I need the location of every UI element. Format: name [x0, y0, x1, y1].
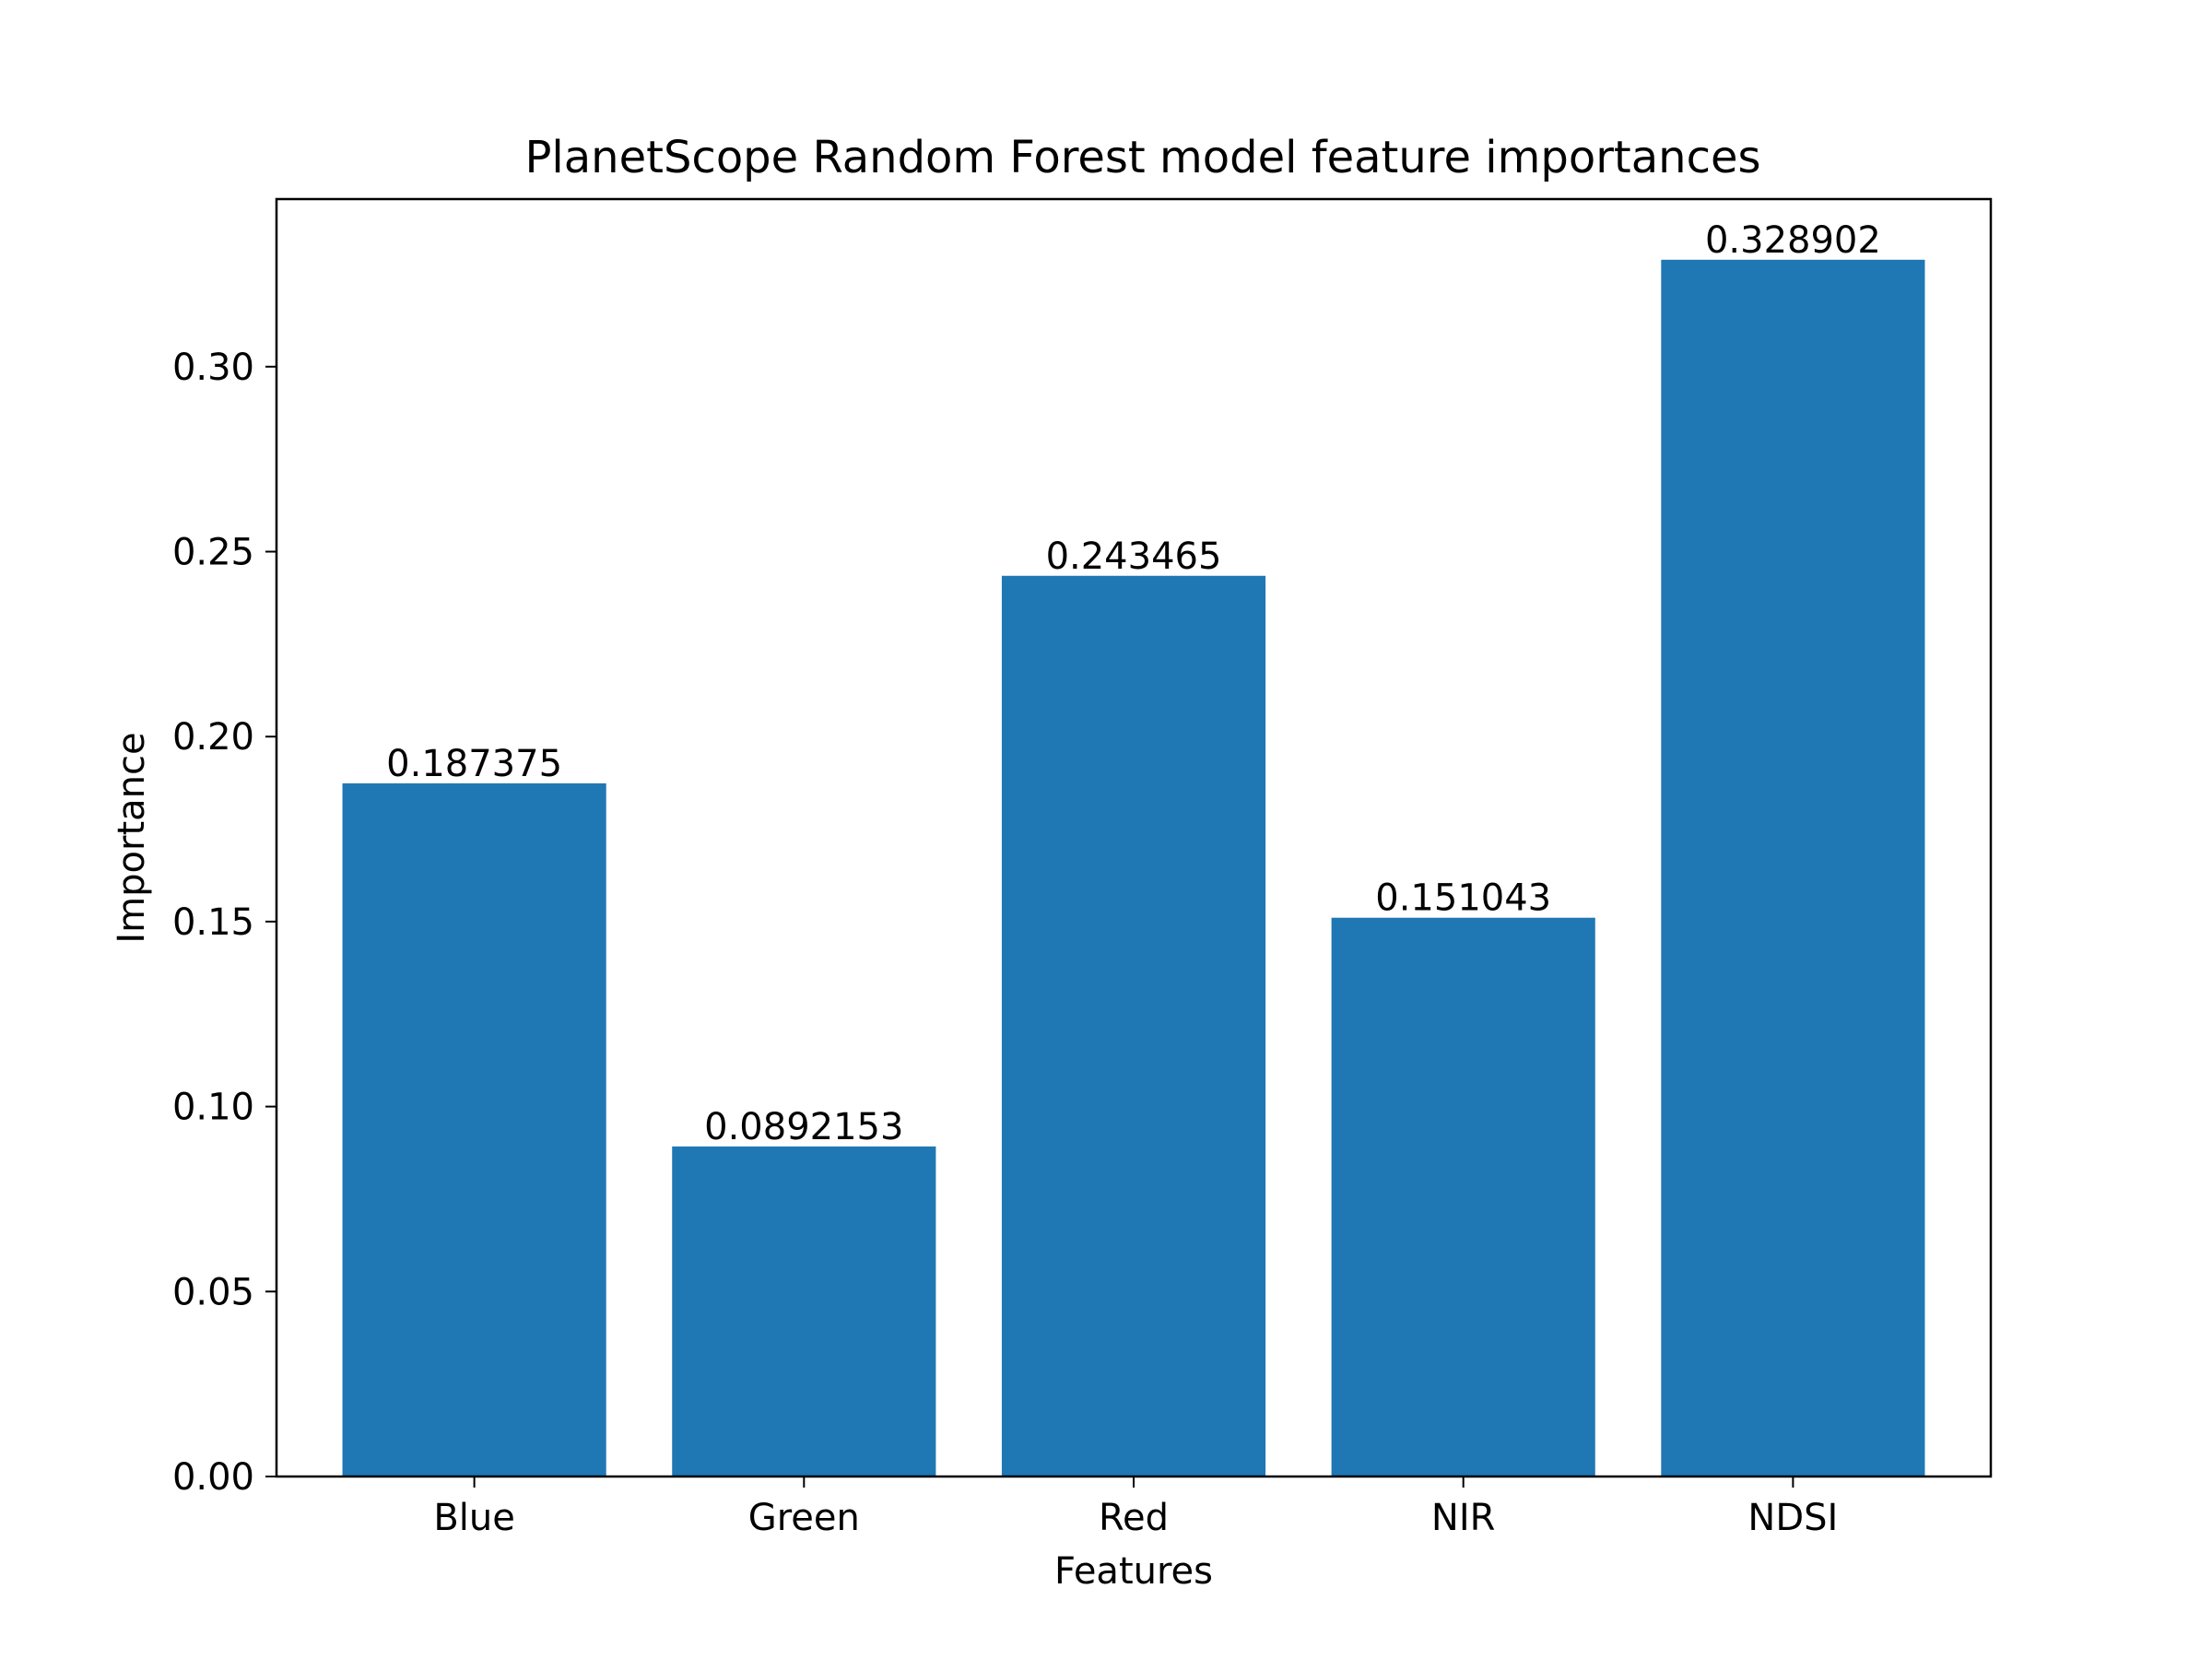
- x-tick-label-red: Red: [1099, 1497, 1169, 1539]
- y-tick-label: 0.00: [172, 1456, 254, 1499]
- y-axis-label: Importance: [111, 732, 153, 943]
- chart-title: PlanetScope Random Forest model feature …: [524, 132, 1760, 183]
- x-tick-label-green: Green: [748, 1497, 860, 1539]
- bar-blue: [342, 782, 606, 1477]
- bar-nir: [1331, 917, 1595, 1477]
- bar-green: [672, 1146, 936, 1477]
- data-labels-group: 0.187375 0.0892153 0.243465 0.151043 0.32890…: [386, 219, 1881, 1148]
- y-tick-label: 0.15: [172, 901, 254, 944]
- x-tick-label-blue: Blue: [433, 1497, 515, 1539]
- x-tick-label-nir: NIR: [1431, 1497, 1496, 1539]
- data-label-red: 0.243465: [1046, 535, 1222, 578]
- data-label-nir: 0.151043: [1375, 877, 1551, 920]
- y-tick-label: 0.25: [172, 532, 254, 574]
- data-label-green: 0.0892153: [704, 1106, 903, 1148]
- data-label-ndsi: 0.328902: [1705, 219, 1881, 262]
- x-axis-label: Features: [1054, 1550, 1213, 1593]
- x-axis-ticks: Blue Green Red NIR NDSI: [433, 1477, 1838, 1539]
- x-tick-label-ndsi: NDSI: [1747, 1497, 1838, 1539]
- bar-ndsi: [1661, 259, 1925, 1477]
- y-tick-label: 0.30: [172, 347, 254, 389]
- y-tick-label: 0.05: [172, 1271, 254, 1313]
- plot-frame: [275, 197, 1993, 1478]
- y-tick-label: 0.20: [172, 716, 254, 759]
- y-axis-ticks: 0.00 0.05 0.10 0.15 0.20 0.25 0.30: [172, 347, 276, 1499]
- y-tick-label: 0.10: [172, 1087, 254, 1129]
- bars-group: [342, 259, 1925, 1477]
- bar-red: [1001, 575, 1266, 1477]
- data-label-blue: 0.187375: [386, 743, 562, 785]
